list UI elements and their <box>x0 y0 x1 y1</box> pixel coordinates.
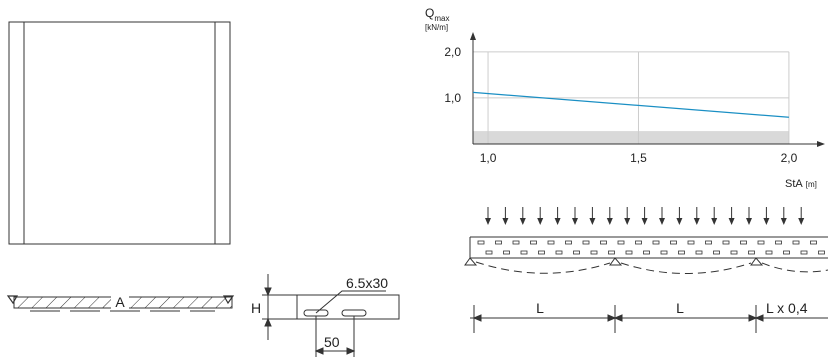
beam-slot-top-13 <box>705 240 712 245</box>
beam-slot-top-3 <box>530 240 537 245</box>
span-label-1: L <box>536 300 544 316</box>
beam-slot-top-15 <box>740 240 747 245</box>
support-1 <box>464 257 478 266</box>
chart-y-axis-arrow <box>470 32 476 40</box>
y-tick-label-1: 2,0 <box>444 45 461 59</box>
tray-outline <box>8 21 231 245</box>
load-arrowhead-11 <box>676 218 683 225</box>
beam-slot-bottom-8 <box>625 250 633 255</box>
load-arrowhead-10 <box>659 218 665 225</box>
beam-slot-bottom-16 <box>765 250 773 255</box>
load-arrowhead-14 <box>728 218 735 225</box>
beam-slot-top-7 <box>600 240 607 245</box>
load-arrowhead-0 <box>485 218 491 225</box>
beam-slot-top-1 <box>495 240 502 245</box>
slot-size-label: 6.5x30 <box>346 275 388 291</box>
beam-slot-bottom-15 <box>748 250 755 255</box>
span-dimensions <box>470 305 828 333</box>
x-tick-label-1: 1,5 <box>630 151 647 165</box>
beam-slot-top-11 <box>670 240 677 245</box>
load-arrowhead-1 <box>502 218 509 225</box>
beam-slot-bottom-17 <box>783 250 790 255</box>
slot-2 <box>341 309 367 317</box>
deflection-curve <box>475 261 828 274</box>
load-arrowhead-7 <box>606 218 613 225</box>
load-arrowhead-16 <box>763 218 770 225</box>
beam-slot-bottom-3 <box>538 250 545 255</box>
load-arrowhead-3 <box>537 218 544 225</box>
beam-slot-top-0 <box>477 240 485 245</box>
beam-slot-top-4 <box>547 240 555 245</box>
x-tick-label-0: 1,0 <box>480 151 497 165</box>
side-rail-detail <box>262 274 400 357</box>
beam-slot-top-18 <box>792 240 800 245</box>
section-label: A <box>115 294 125 310</box>
chart-x-axis-arrow <box>817 141 825 147</box>
section-label-bg <box>111 294 129 310</box>
beam-slot-top-8 <box>617 240 625 245</box>
tray-plan-view <box>8 21 231 245</box>
load-arrowhead-18 <box>798 218 805 225</box>
distributed-load-arrows <box>485 207 805 225</box>
load-arrowhead-13 <box>711 218 718 225</box>
side-rail <box>296 294 400 320</box>
beam-slot-bottom-5 <box>573 250 580 255</box>
beam-slot-bottom-1 <box>503 250 510 255</box>
beam-slot-top-19 <box>810 240 817 245</box>
load-arrowhead-4 <box>554 218 561 225</box>
tray-cross-section: A <box>6 294 235 312</box>
x-tick-label-2: 2,0 <box>781 151 798 165</box>
beam-slot-top-17 <box>775 240 782 245</box>
section-right-lip <box>222 295 235 305</box>
beam-slot-bottom-0 <box>485 250 493 255</box>
load-arrowhead-5 <box>572 218 578 225</box>
load-arrowhead-6 <box>589 218 596 225</box>
beam-slot-bottom-14 <box>730 250 738 255</box>
support-2 <box>609 257 623 266</box>
chart-grid <box>473 51 790 144</box>
beam-slot-bottom-11 <box>678 250 685 255</box>
support-3 <box>750 257 764 266</box>
load-arrowhead-12 <box>693 218 700 225</box>
y-axis-label-main: Qmax <box>425 6 449 23</box>
beam-slot-top-9 <box>635 240 642 245</box>
slot-leader <box>315 290 386 314</box>
beam-slot-top-5 <box>565 240 572 245</box>
supports <box>464 257 764 266</box>
beam-slot-top-16 <box>757 240 765 245</box>
beam-slot-bottom-13 <box>713 250 720 255</box>
beam-slot-top-12 <box>687 240 695 245</box>
chart-shaded-band <box>473 131 789 144</box>
height-label: H <box>251 300 261 316</box>
load-chart: 1,0 1,5 2,0 1,0 2,0 Qmax [kN/m] StA [m] <box>425 6 825 190</box>
y-tick-label-0: 1,0 <box>444 91 461 105</box>
beam-elevation <box>469 236 828 259</box>
pitch-label: 50 <box>324 334 340 350</box>
beam-slot-top-2 <box>512 240 520 245</box>
span-label-2: L <box>676 300 684 316</box>
beam-slot-bottom-2 <box>520 250 528 255</box>
load-arrowhead-15 <box>746 218 752 225</box>
section-left-lip <box>6 295 19 305</box>
beam-slot-top-6 <box>582 240 590 245</box>
beam-slot-top-14 <box>722 240 730 245</box>
beam-slot-bottom-18 <box>800 250 808 255</box>
beam-slot-bottom-9 <box>643 250 650 255</box>
x-axis-label: StA [m] <box>785 178 817 190</box>
load-arrowhead-17 <box>780 218 787 225</box>
span-label-3: L x 0,4 <box>766 300 808 316</box>
beam-slot-bottom-19 <box>818 250 825 255</box>
beam-slot-bottom-4 <box>555 250 563 255</box>
beam-slot-top-10 <box>652 240 660 245</box>
beam-slot-bottom-7 <box>608 250 615 255</box>
load-arrowhead-2 <box>519 218 526 225</box>
y-axis-label-unit: [kN/m] <box>425 23 448 32</box>
load-arrowhead-8 <box>624 218 631 225</box>
load-arrowhead-9 <box>641 218 648 225</box>
beam-slot-bottom-6 <box>590 250 598 255</box>
series-line-0 <box>472 91 789 118</box>
beam-slot-bottom-10 <box>660 250 668 255</box>
beam-slot-bottom-12 <box>695 250 703 255</box>
